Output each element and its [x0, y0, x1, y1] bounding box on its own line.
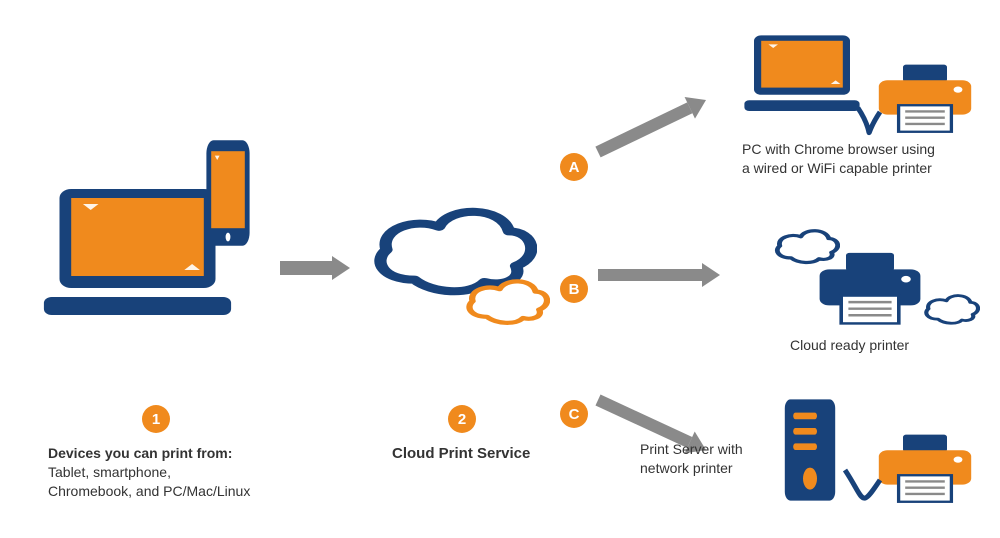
optA-laptop-icon [742, 30, 862, 120]
badge-c: C [560, 400, 588, 428]
caption-option-a: PC with Chrome browser using a wired or … [742, 140, 942, 178]
badge-two: 2 [448, 405, 476, 433]
caption-option-b: Cloud ready printer [790, 336, 970, 355]
cloud-small-icon [460, 270, 550, 330]
optA-printer-icon [870, 60, 980, 138]
optB-printer-icon [810, 248, 930, 330]
badge-a: A [560, 153, 588, 181]
optC-server-icon [775, 395, 845, 505]
caption-devices-rest: Tablet, smartphone, Chromebook, and PC/M… [48, 464, 250, 499]
badge-b: B [560, 275, 588, 303]
caption-devices: Devices you can print from: Tablet, smar… [48, 444, 258, 501]
badge-one: 1 [142, 405, 170, 433]
caption-option-c: Print Server with network printer [640, 440, 770, 478]
caption-cloud-service: Cloud Print Service [392, 444, 552, 464]
optC-printer-icon [870, 430, 980, 508]
smartphone-icon [198, 138, 258, 248]
caption-devices-bold: Devices you can print from: [48, 445, 232, 461]
optB-cloud-right-icon [920, 288, 980, 328]
